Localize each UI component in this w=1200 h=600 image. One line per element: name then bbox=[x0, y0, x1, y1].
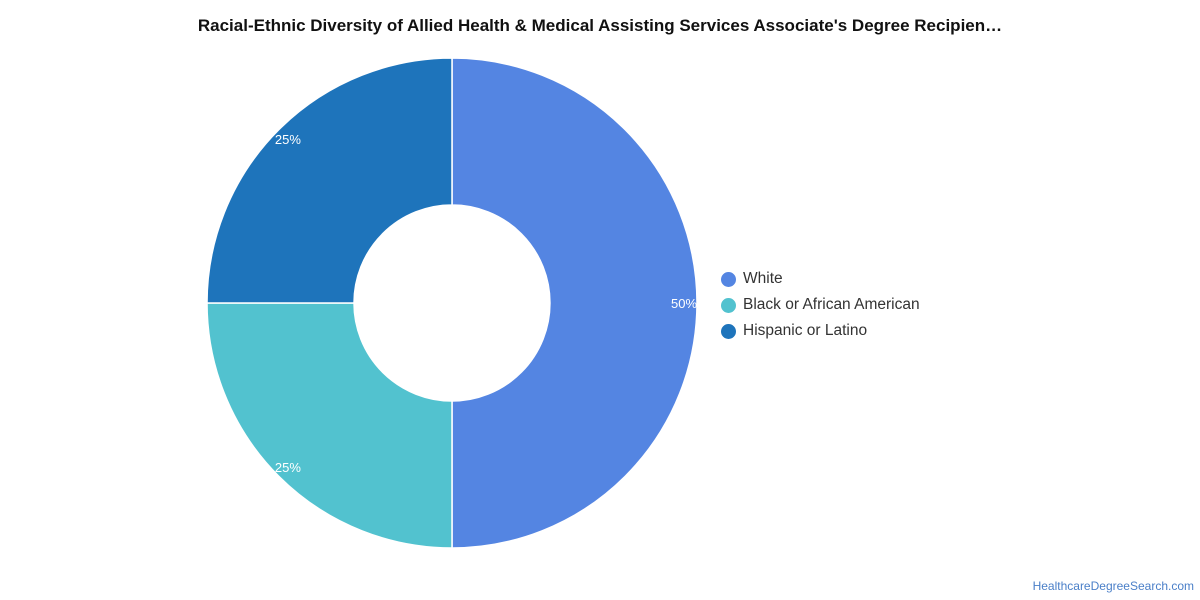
donut-slice-black-or-african-american[interactable] bbox=[206, 302, 453, 549]
legend-label-hispanic: Hispanic or Latino bbox=[743, 322, 868, 339]
chart-title: Racial-Ethnic Diversity of Allied Health… bbox=[197, 16, 1003, 35]
legend-item-black[interactable]: Black or African American bbox=[721, 292, 920, 318]
legend-item-hispanic[interactable]: Hispanic or Latino bbox=[721, 318, 920, 344]
donut-slice-white[interactable] bbox=[451, 57, 698, 549]
legend-swatch-hispanic bbox=[721, 323, 736, 339]
legend-swatch-black bbox=[721, 297, 736, 313]
legend: White Black or African American Hispanic… bbox=[721, 266, 920, 344]
donut-slice-hispanic-or-latino[interactable] bbox=[206, 57, 453, 304]
slice-label-black-or-african-american: 25% bbox=[275, 460, 301, 475]
slice-label-hispanic-or-latino: 25% bbox=[275, 132, 301, 147]
source-link[interactable]: HealthcareDegreeSearch.com bbox=[1032, 579, 1194, 593]
slice-label-white: 50% bbox=[671, 296, 697, 311]
legend-swatch-white bbox=[721, 271, 736, 287]
legend-label-white: White bbox=[743, 270, 783, 287]
legend-item-white[interactable]: White bbox=[721, 266, 920, 292]
legend-label-black: Black or African American bbox=[743, 296, 920, 313]
